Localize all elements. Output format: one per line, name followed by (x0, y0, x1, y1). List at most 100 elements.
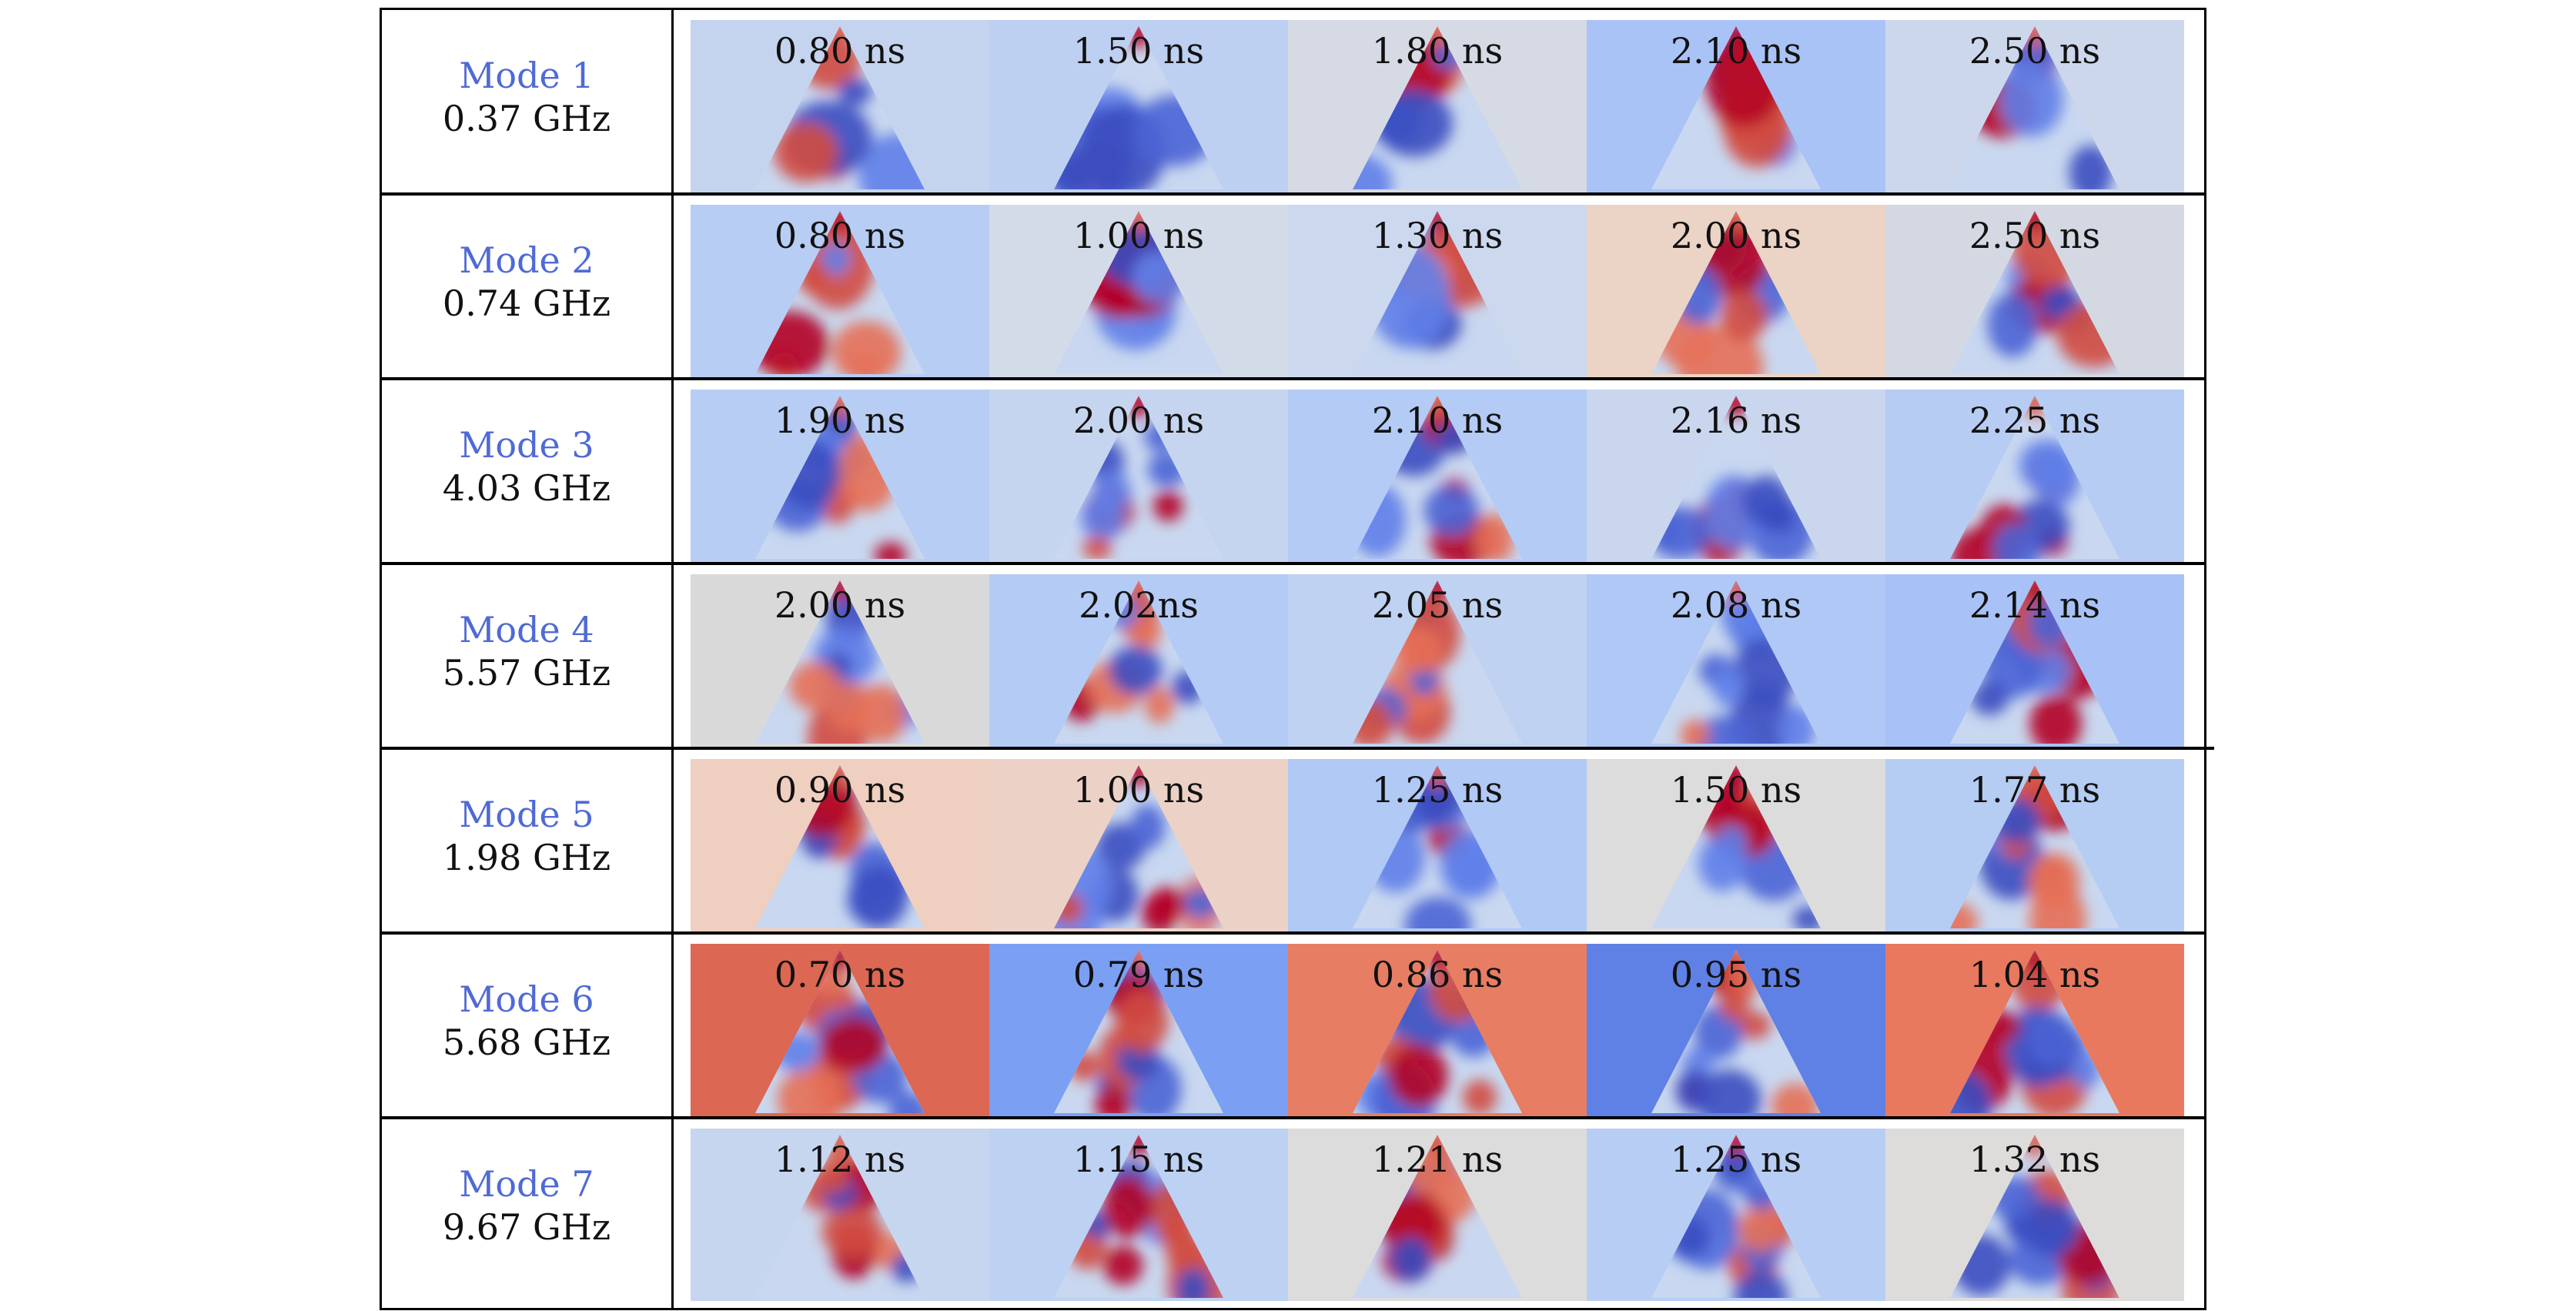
field-map (755, 211, 925, 374)
mode-name: Mode 2 (459, 239, 594, 281)
snapshot-time: 2.00 ns (1072, 400, 1205, 441)
snapshot-time: 1.15 ns (1072, 1139, 1205, 1180)
snapshot-panel: 0.95 ns (1587, 944, 1885, 1116)
snapshot-panel: 0.80 ns (691, 205, 989, 377)
field-map (1353, 580, 1522, 744)
snapshot-panel: 1.00 ns (989, 759, 1288, 931)
field-map (1054, 950, 1223, 1113)
snapshot-time: 2.08 ns (1670, 584, 1802, 626)
snapshot-time: 2.05 ns (1371, 584, 1504, 626)
field-map (1950, 580, 2119, 744)
snapshot-time: 2.25 ns (1969, 400, 2101, 441)
snapshot-panel: 2.00 ns (1587, 205, 1885, 377)
field-map (1651, 580, 1821, 744)
snapshot-time: 2.02ns (1079, 584, 1199, 626)
figure-table-frame (380, 8, 2206, 1310)
snapshot-panel: 2.05 ns (1288, 574, 1587, 747)
mode-label: Mode 7 9.67 GHz (382, 1162, 671, 1249)
snapshot-panel: 1.04 ns (1885, 944, 2184, 1116)
snapshot-panel: 0.90 ns (691, 759, 989, 931)
row-separator (382, 377, 2204, 380)
snapshot-panel: 2.50 ns (1885, 205, 2184, 377)
field-map (1950, 211, 2119, 374)
snapshot-time: 1.77 ns (1969, 769, 2101, 811)
snapshot-panel: 0.70 ns (691, 944, 989, 1116)
snapshot-time: 0.80 ns (774, 30, 906, 72)
snapshot-panel: 2.10 ns (1587, 20, 1885, 192)
snapshot-panel: 1.25 ns (1587, 1129, 1885, 1301)
field-map (1651, 950, 1821, 1113)
mode-frequency: 4.03 GHz (442, 467, 611, 509)
snapshot-time: 1.25 ns (1371, 769, 1504, 811)
field-map (1950, 1135, 2119, 1298)
snapshot-time: 0.80 ns (774, 215, 906, 256)
snapshot-panel: 1.15 ns (989, 1129, 1288, 1301)
snapshot-time: 2.50 ns (1969, 215, 2101, 256)
mode-label: Mode 2 0.74 GHz (382, 239, 671, 325)
row-separator (382, 1116, 2204, 1119)
field-map (1651, 26, 1821, 189)
snapshot-time: 1.32 ns (1969, 1139, 2101, 1180)
field-map (1353, 396, 1522, 559)
field-map (755, 580, 925, 744)
snapshot-time: 1.21 ns (1371, 1139, 1504, 1180)
mode-name: Mode 5 (459, 794, 594, 835)
snapshot-time: 1.00 ns (1072, 215, 1205, 256)
snapshot-panel: 1.50 ns (989, 20, 1288, 192)
snapshot-time: 1.50 ns (1670, 769, 1802, 811)
field-map (1353, 211, 1522, 374)
field-map (755, 1135, 925, 1298)
snapshot-panel: 0.79 ns (989, 944, 1288, 1116)
row-separator (382, 931, 2204, 935)
snapshot-time: 2.14 ns (1969, 584, 2101, 626)
snapshot-time: 2.00 ns (1670, 215, 1802, 256)
mode-name: Mode 3 (459, 424, 594, 466)
field-map (1651, 396, 1821, 559)
field-map (1651, 765, 1821, 928)
snapshot-time: 1.50 ns (1072, 30, 1205, 72)
snapshot-time: 1.12 ns (774, 1139, 906, 1180)
snapshot-time: 1.30 ns (1371, 215, 1504, 256)
field-map (1054, 580, 1223, 744)
snapshot-time: 2.10 ns (1371, 400, 1504, 441)
field-map (1353, 26, 1522, 189)
snapshot-panel: 2.10 ns (1288, 390, 1587, 562)
mode-label: Mode 5 1.98 GHz (382, 793, 671, 879)
snapshot-time: 1.00 ns (1072, 769, 1205, 811)
snapshot-panel: 0.86 ns (1288, 944, 1587, 1116)
snapshot-panel: 2.25 ns (1885, 390, 2184, 562)
snapshot-panel: 2.02ns (989, 574, 1288, 747)
snapshot-panel: 1.90 ns (691, 390, 989, 562)
snapshot-panel: 2.00 ns (691, 574, 989, 747)
snapshot-time: 0.86 ns (1371, 954, 1504, 995)
field-map (1054, 1135, 1223, 1298)
field-map (1651, 1135, 1821, 1298)
snapshot-panel: 2.14 ns (1885, 574, 2184, 747)
row-separator (382, 192, 2204, 196)
snapshot-time: 2.16 ns (1670, 400, 1802, 441)
snapshot-panel: 1.50 ns (1587, 759, 1885, 931)
snapshot-panel: 2.16 ns (1587, 390, 1885, 562)
mode-label: Mode 1 0.37 GHz (382, 54, 671, 140)
mode-frequency: 9.67 GHz (442, 1206, 611, 1248)
mode-frequency: 1.98 GHz (442, 837, 611, 878)
field-map (1950, 950, 2119, 1113)
snapshot-panel: 1.80 ns (1288, 20, 1587, 192)
field-map (755, 396, 925, 559)
row-separator (382, 747, 2214, 750)
snapshot-panel: 1.30 ns (1288, 205, 1587, 377)
label-column-divider (671, 8, 674, 1310)
field-map (755, 26, 925, 189)
field-map (1353, 950, 1522, 1113)
field-map (1950, 765, 2119, 928)
snapshot-time: 0.79 ns (1072, 954, 1205, 995)
snapshot-panel: 1.32 ns (1885, 1129, 2184, 1301)
snapshot-time: 0.70 ns (774, 954, 906, 995)
field-map (1054, 211, 1223, 374)
snapshot-time: 2.00 ns (774, 584, 906, 626)
mode-name: Mode 1 (459, 55, 594, 96)
snapshot-panel: 2.50 ns (1885, 20, 2184, 192)
mode-name: Mode 7 (459, 1163, 594, 1205)
snapshot-time: 1.25 ns (1670, 1139, 1802, 1180)
field-map (755, 765, 925, 928)
